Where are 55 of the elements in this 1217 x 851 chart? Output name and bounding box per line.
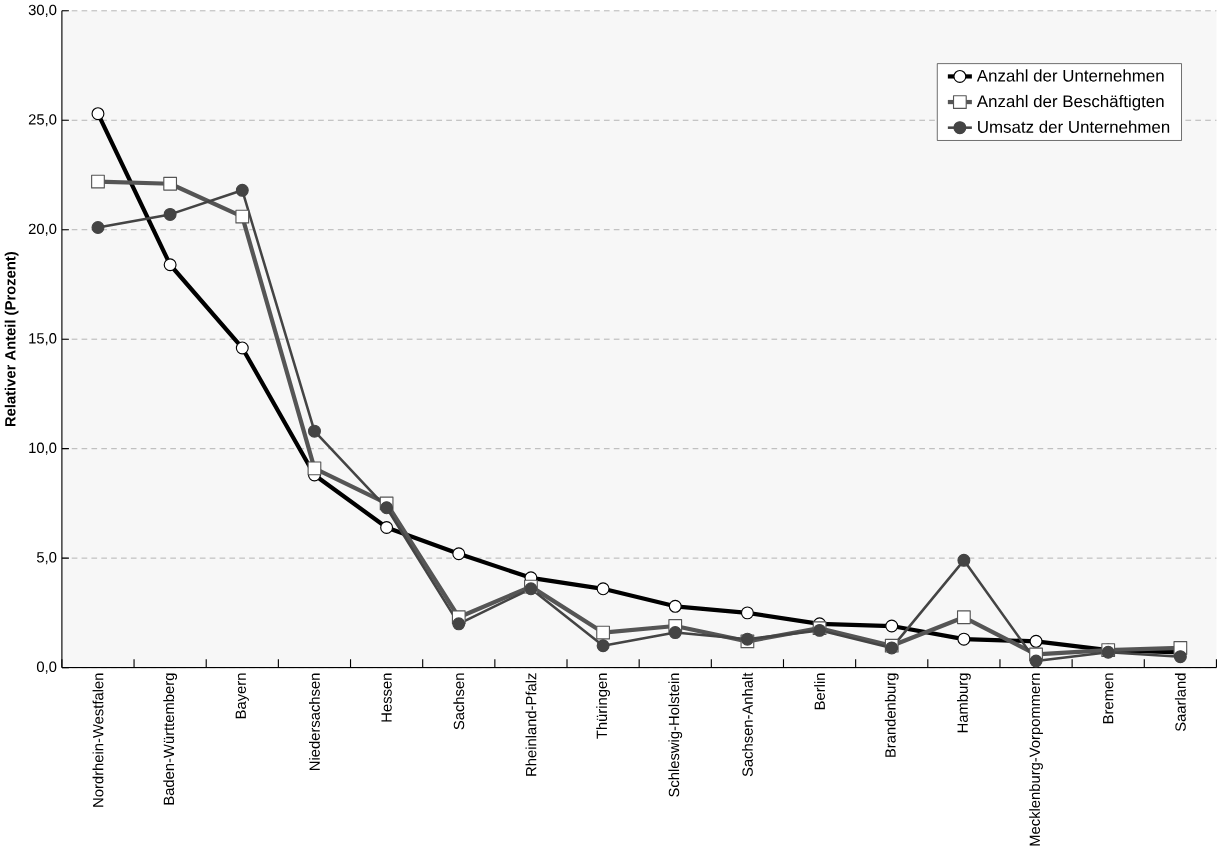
legend-label: Umsatz der Unternehmen — [978, 120, 1170, 133]
point — [91, 220, 105, 234]
point — [307, 424, 321, 438]
x-tick-label: Sachsen — [453, 673, 465, 730]
y-tick-label: 15,0 — [29, 332, 57, 346]
y-tick-label: 25,0 — [28, 113, 57, 127]
point — [307, 461, 322, 476]
legend-label: Anzahl der Beschäftigten — [976, 94, 1164, 111]
x-tick-label: Bremen — [1103, 673, 1114, 723]
point — [235, 341, 249, 355]
point — [957, 632, 971, 646]
point — [1029, 634, 1043, 648]
point — [885, 619, 899, 633]
legend-label: Anzahl der Unternehmen — [976, 69, 1164, 82]
x-tick-label: Mecklenburg-Vorpommern — [1029, 673, 1043, 846]
point — [380, 520, 394, 534]
point — [596, 625, 610, 640]
point — [956, 610, 971, 624]
y-tick-label: 5,0 — [36, 551, 57, 565]
point — [668, 625, 682, 639]
point — [235, 209, 250, 224]
y-tick-label: 0,0 — [36, 661, 57, 674]
point — [740, 606, 754, 620]
point — [957, 553, 971, 567]
x-tick-label: Saarland — [1174, 673, 1186, 731]
point — [1029, 654, 1043, 668]
point — [1173, 649, 1187, 663]
point — [235, 183, 249, 197]
point — [91, 106, 105, 120]
point — [668, 599, 682, 613]
y-axis-title: Relativer Anteil (Prozent) — [4, 251, 19, 426]
point — [596, 582, 610, 596]
y-tick-label: 10,0 — [29, 442, 57, 455]
point — [452, 547, 466, 561]
x-tick-label: Sachsen-Anhalt — [741, 672, 753, 777]
y-tick-label: 30,0 — [28, 4, 57, 17]
point — [380, 501, 394, 515]
x-tick-label: Bayern — [235, 673, 249, 718]
x-tick-label: Nordrhein-Westfalen — [92, 673, 104, 807]
point — [163, 258, 177, 272]
point — [452, 617, 466, 631]
x-tick-label: Schleswig-Holstein — [668, 673, 683, 797]
x-tick-label: Hamburg — [957, 673, 971, 732]
y-tick-label: 20,0 — [28, 223, 57, 236]
x-tick-label: Niedersachsen — [309, 673, 320, 770]
x-tick-label: Baden-Württemberg — [163, 673, 178, 805]
point — [163, 176, 178, 191]
x-tick-label: Brandenburg — [884, 673, 899, 757]
point — [596, 639, 610, 652]
x-tick-label: Hessen — [381, 673, 392, 722]
x-tick-label: Thüringen — [596, 673, 610, 739]
point — [91, 174, 105, 189]
x-tick-label: Berlin — [814, 673, 825, 709]
x-tick-label: Rheinland-Pfalz — [525, 673, 537, 776]
point — [163, 207, 177, 221]
